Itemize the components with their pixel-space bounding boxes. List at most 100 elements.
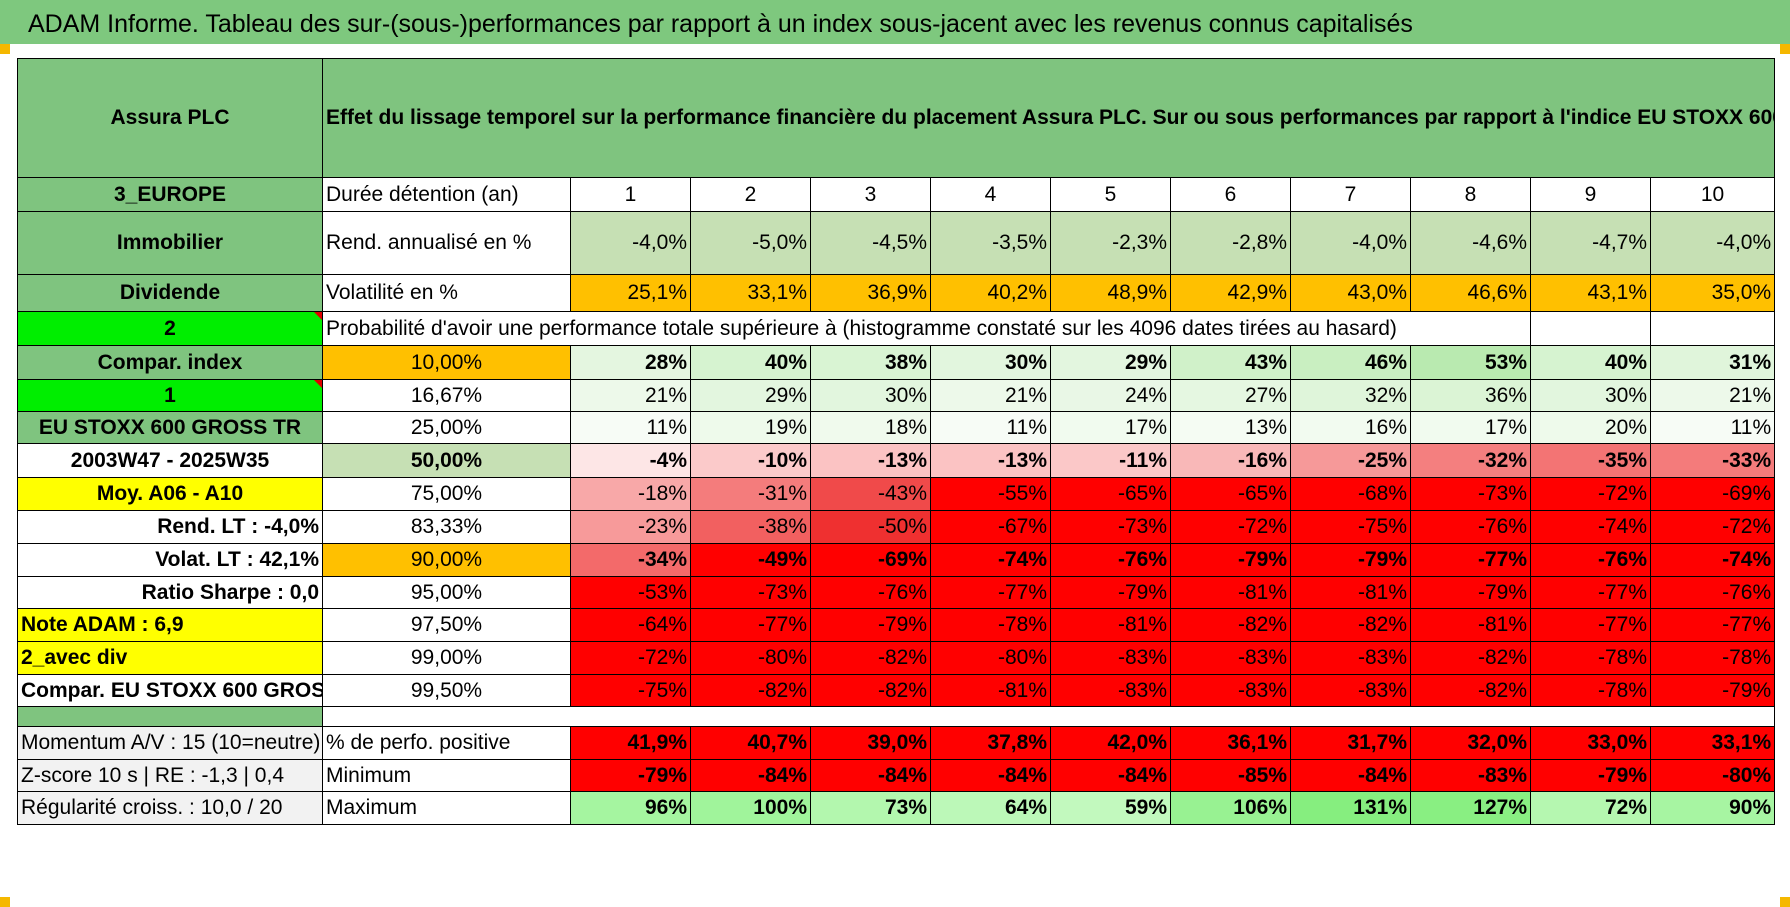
maximum-value: 100% [690,791,811,825]
sharpe-ratio: Ratio Sharpe : 0,0 [17,576,323,609]
probability-value: -67% [930,510,1051,544]
probability-value: -81% [1170,576,1291,609]
year-header: 1 [570,177,691,212]
probability-value: -77% [690,608,811,642]
minimum-value: -84% [1050,759,1171,792]
selector-value-2[interactable]: 2 [17,311,323,346]
probability-value: 24% [1050,379,1171,412]
volatility-value: 43,1% [1530,274,1651,312]
spacer-cell [17,706,323,727]
probability-value: -83% [1050,674,1171,707]
probability-value: 13% [1170,411,1291,444]
maximum-value: 127% [1410,791,1531,825]
selector-value-1[interactable]: 1 [17,379,323,412]
threshold-value: 25,00% [322,411,571,444]
asset-name: Assura PLC [17,58,323,178]
annual-return-value: -2,8% [1170,211,1291,275]
corner-marker-icon [1780,44,1790,54]
probability-value: 31% [1649,345,1776,380]
year-header: 10 [1649,177,1776,212]
volatility-value: 40,2% [930,274,1051,312]
volatility-value: 35,0% [1649,274,1776,312]
probability-value: -34% [570,543,691,577]
table-row: Note ADAM : 6,9 97,50% -64% -77% -79% -78% -81… [17,608,1776,642]
probability-value: -81% [1290,576,1411,609]
threshold-value: 97,50% [322,608,571,642]
annual-return-value: -2,3% [1050,211,1171,275]
probability-value: -76% [810,576,931,609]
probability-value: -80% [930,641,1051,675]
probability-value: 20% [1530,411,1651,444]
positive-share-value: 33,0% [1530,726,1651,760]
year-header: 3 [810,177,931,212]
year-header: 7 [1290,177,1411,212]
probability-value: -77% [930,576,1051,609]
performance-table: Assura PLC Effet du lissage temporel sur… [17,58,1776,825]
probability-value: 29% [690,379,811,412]
return-label: Rend. annualisé en % [322,211,571,275]
probability-header-row: 2 Probabilité d'avoir une performance to… [17,311,1776,346]
probability-value: -75% [570,674,691,707]
year-header: 5 [1050,177,1171,212]
region-label: 3_EUROPE [17,177,323,212]
threshold-value: 83,33% [322,510,571,544]
probability-value: -73% [690,576,811,609]
probability-value: 11% [570,411,691,444]
probability-value: 27% [1170,379,1291,412]
probability-value: -74% [930,543,1051,577]
probability-value: -72% [1649,510,1776,544]
probability-value: -81% [930,674,1051,707]
probability-value: 29% [1050,345,1171,380]
annual-return-value: -4,7% [1530,211,1651,275]
probability-value: -82% [810,674,931,707]
probability-value: 36% [1410,379,1531,412]
probability-value: 21% [570,379,691,412]
probability-value: -82% [1170,608,1291,642]
maximum-value: 106% [1170,791,1291,825]
probability-value: 21% [930,379,1051,412]
annual-return-value: -3,5% [930,211,1051,275]
probability-value: -72% [1170,510,1291,544]
probability-value: -77% [1410,543,1531,577]
probability-value: -82% [1410,641,1531,675]
probability-value: 11% [1649,411,1776,444]
probability-value: 38% [810,345,931,380]
probability-value: 40% [690,345,811,380]
table-row: Rend. LT : -4,0% 83,33% -23% -38% -50% -67% -7… [17,510,1776,544]
positive-share-value: 39,0% [810,726,931,760]
probability-value: -72% [1530,477,1651,511]
maximum-value: 72% [1530,791,1651,825]
probability-value: -76% [1530,543,1651,577]
probability-value: -35% [1530,443,1651,478]
table-row: 1 16,67% 21% 29% 30% 21% 24% 27% 32% 36% 30% 21% [17,379,1776,412]
probability-value: -82% [1410,674,1531,707]
maximum-value: 131% [1290,791,1411,825]
table-row: 2003W47 - 2025W35 50,00% -4% -10% -13% -13% -1… [17,443,1776,478]
annual-return-value: -4,0% [570,211,691,275]
annual-return-value: -5,0% [690,211,811,275]
probability-value: -50% [810,510,931,544]
probability-value: -79% [1410,576,1531,609]
probability-value: -16% [1170,443,1291,478]
average-label: Moy. A06 - A10 [17,477,323,511]
blank-cell [1530,311,1651,346]
positive-share-value: 33,1% [1649,726,1776,760]
probability-value: -73% [1050,510,1171,544]
probability-value: -79% [1290,543,1411,577]
annual-return-value: -4,5% [810,211,931,275]
probability-value: -81% [1050,608,1171,642]
probability-value: -38% [690,510,811,544]
probability-value: -68% [1290,477,1411,511]
minimum-value: -84% [690,759,811,792]
minimum-value: -85% [1170,759,1291,792]
probability-value: -23% [570,510,691,544]
probability-value: -83% [1290,674,1411,707]
comparison-label: Compar. EU STOXX 600 GROSS TR [17,674,323,707]
maximum-value: 73% [810,791,931,825]
probability-value: -13% [810,443,931,478]
probability-value: 43% [1170,345,1291,380]
probability-value: 11% [930,411,1051,444]
volatility-value: 33,1% [690,274,811,312]
adam-score: Note ADAM : 6,9 [17,608,323,642]
volatility-label: Volatilité en % [322,274,571,312]
